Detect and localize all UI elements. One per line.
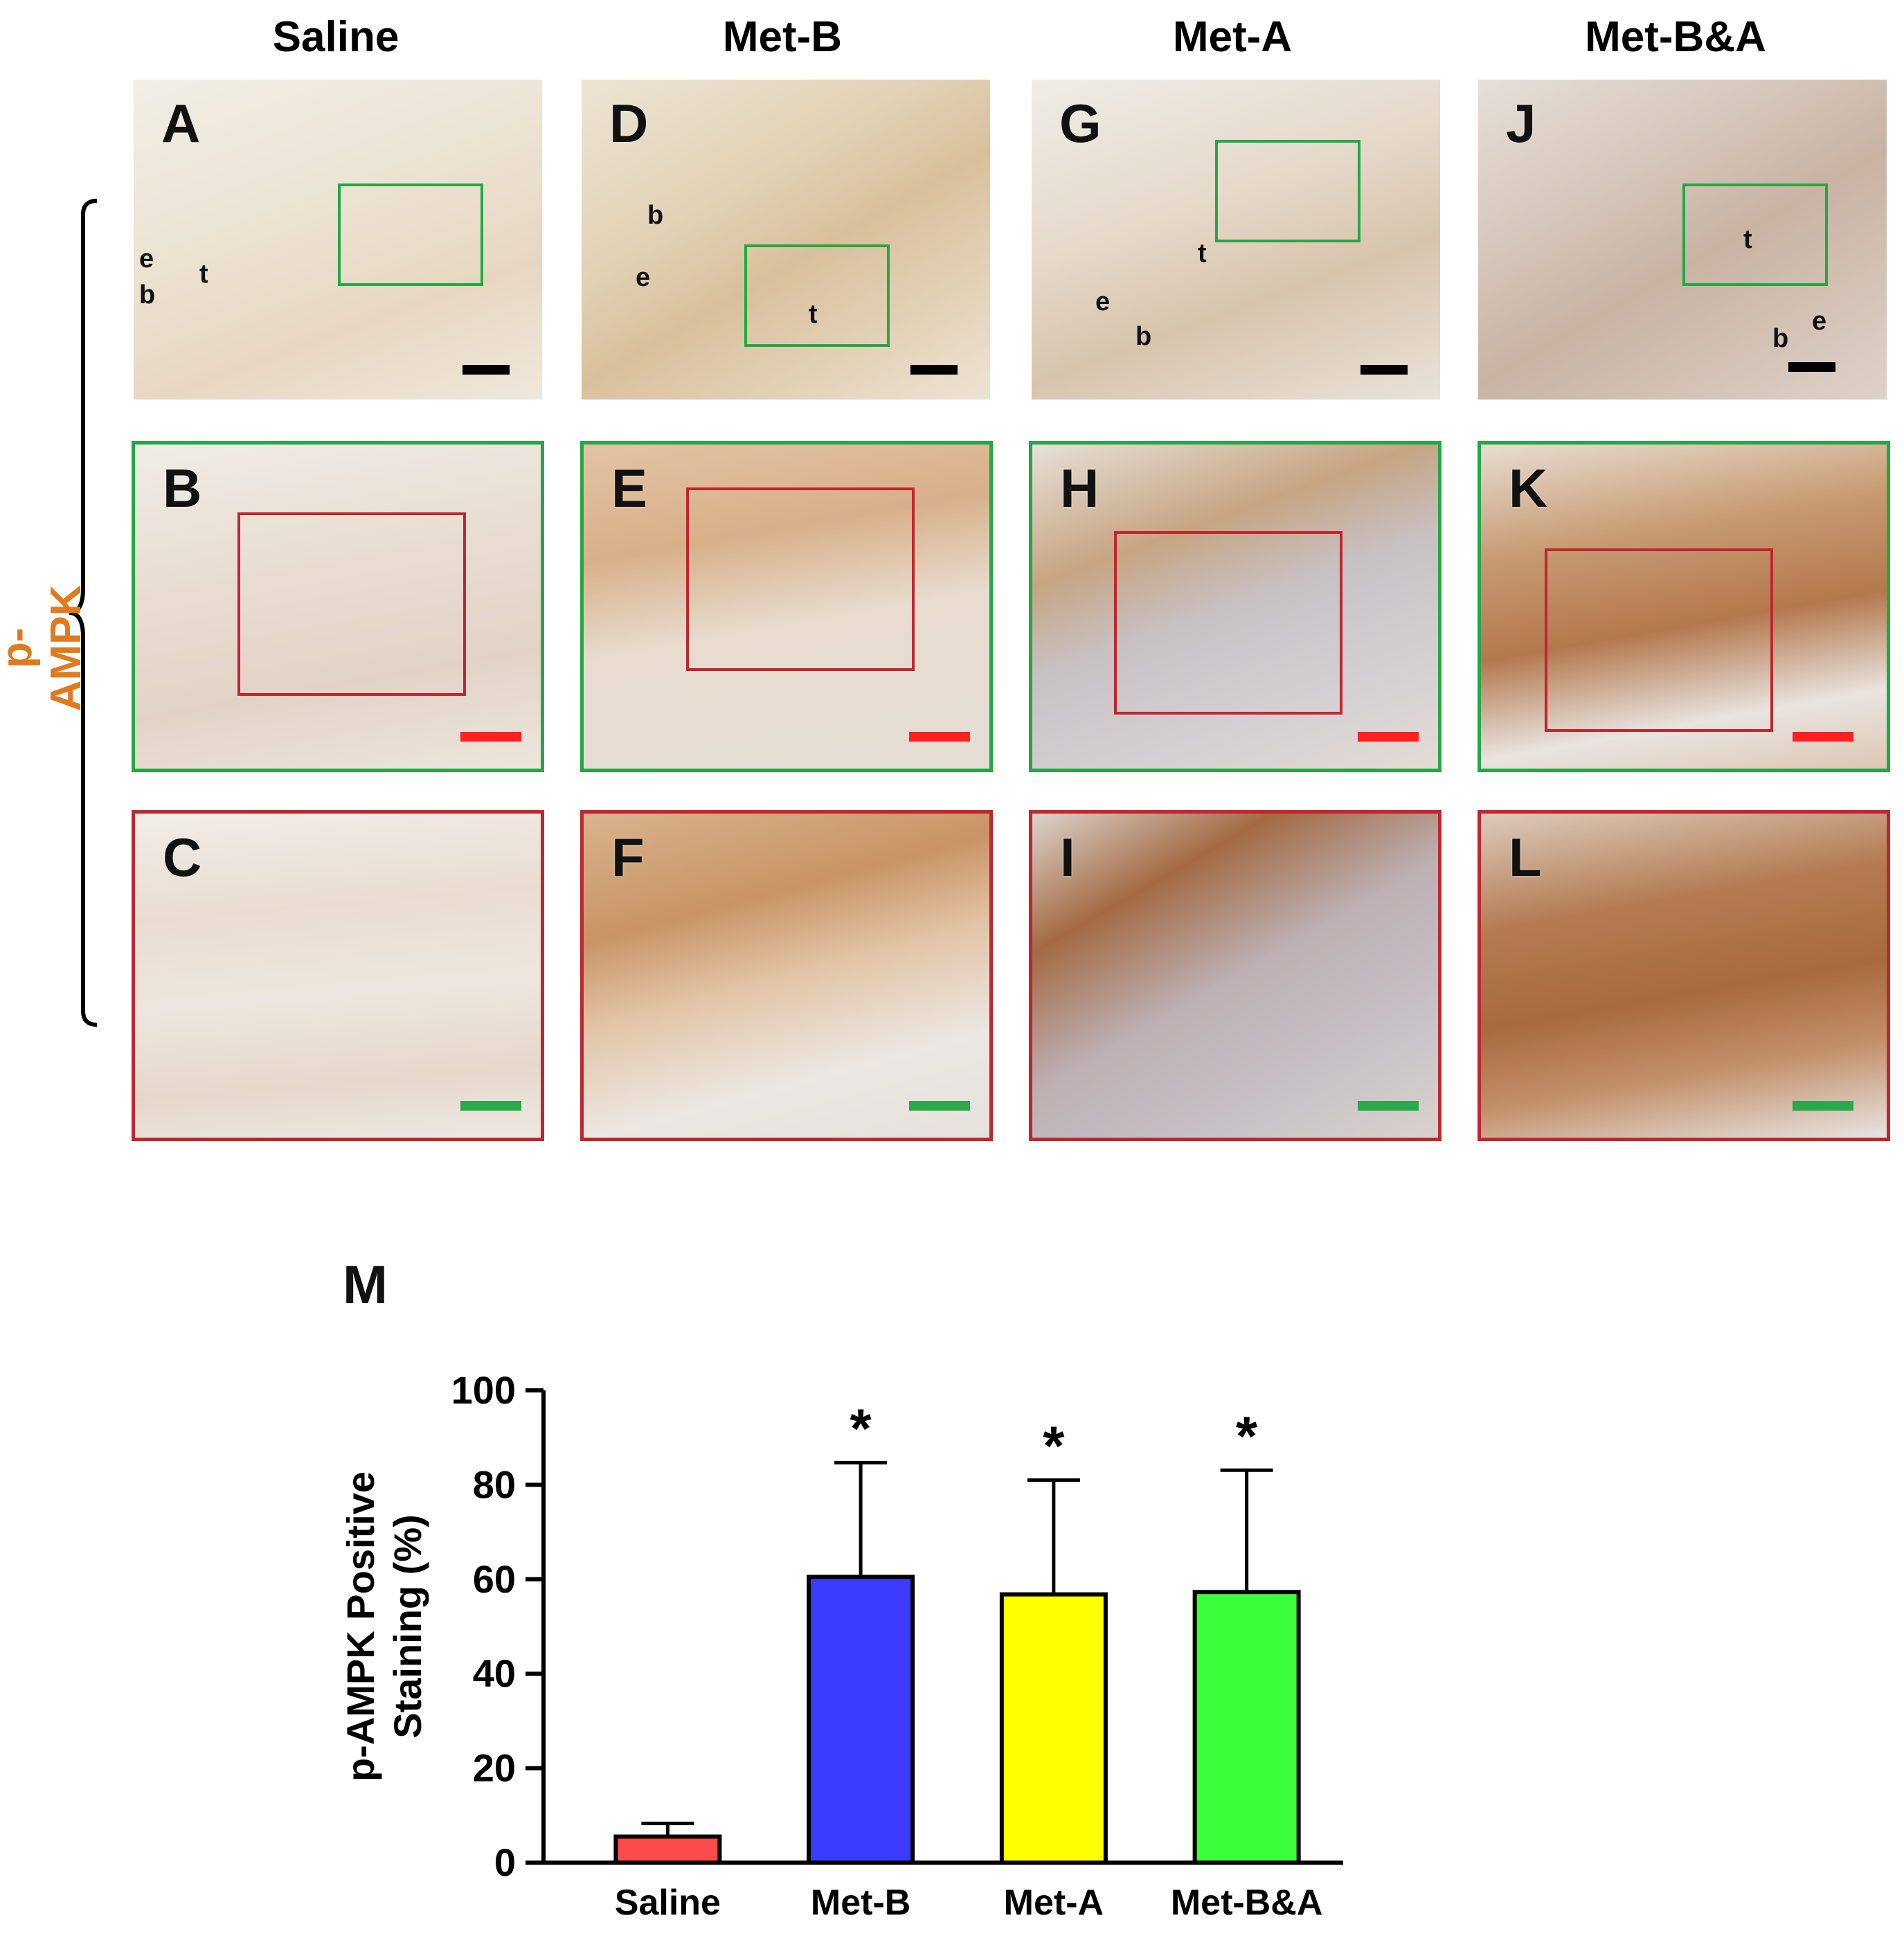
- panel-label: D: [609, 93, 649, 154]
- y-axis-label: p-AMPK Positive Staining (%): [346, 1471, 429, 1782]
- significance-marker: *: [1043, 1415, 1065, 1477]
- scale-bar: [1358, 732, 1419, 742]
- zoom-box-green: [338, 183, 483, 286]
- panel-label: E: [611, 458, 648, 519]
- zoom-box-green: [1682, 183, 1828, 286]
- scale-bar: [460, 1101, 521, 1111]
- zoom-box-red: [1545, 548, 1773, 732]
- panel-label: H: [1060, 458, 1099, 519]
- x-tick-label: Met-A: [1004, 1883, 1104, 1923]
- scale-bar: [910, 365, 958, 375]
- panel-label: G: [1059, 93, 1102, 154]
- scale-bar: [1360, 365, 1408, 375]
- y-tick-label: 0: [494, 1840, 516, 1884]
- panel-d: D b e t: [582, 80, 990, 400]
- panel-k: K: [1478, 441, 1890, 772]
- panel-f: F: [580, 810, 993, 1141]
- bar-chart: p-AMPK Positive Staining (%) 0 20 40 60 80 100…: [346, 1368, 1343, 1923]
- y-axis: 0 20 40 60 80 100: [451, 1368, 546, 1884]
- tissue-label-t: t: [1198, 239, 1207, 268]
- panel-label: B: [163, 458, 202, 519]
- row-bracket: [69, 199, 98, 1027]
- scale-bar: [909, 1101, 970, 1111]
- scale-bar: [1793, 1101, 1853, 1111]
- tissue-label-t: t: [1743, 225, 1752, 254]
- significance-marker: *: [850, 1397, 872, 1459]
- column-header-met-b: Met-B: [722, 13, 843, 61]
- scale-bar: [1358, 1101, 1419, 1111]
- tissue-label-b: b: [139, 280, 156, 310]
- panel-i: I: [1029, 810, 1442, 1141]
- bar: [999, 1592, 1108, 1865]
- panel-h: H: [1029, 441, 1442, 772]
- y-label-line: p-AMPK Positive: [346, 1471, 382, 1782]
- zoom-box-red: [237, 512, 466, 696]
- x-tick-label: Met-B&A: [1171, 1883, 1323, 1923]
- scale-bar: [909, 732, 970, 742]
- panel-a: A e b t: [134, 80, 542, 400]
- panel-label: L: [1509, 827, 1542, 888]
- tissue-label-t: t: [199, 260, 208, 289]
- zoom-box-red: [686, 487, 915, 671]
- scale-bar: [1793, 732, 1853, 742]
- x-tick-label: Saline: [615, 1883, 721, 1923]
- zoom-box-green: [1215, 140, 1360, 242]
- y-tick-label: 60: [473, 1557, 516, 1601]
- significance-marker: *: [1236, 1405, 1258, 1467]
- bars: * * *: [613, 1397, 1301, 1865]
- panel-g: G t e b: [1032, 80, 1440, 400]
- column-header-met-ba: Met-B&A: [1585, 13, 1766, 61]
- bar: [807, 1575, 915, 1865]
- x-tick-label: Met-B: [811, 1883, 910, 1923]
- panel-label: C: [163, 827, 202, 888]
- tissue-label-e: e: [1095, 287, 1111, 316]
- y-tick-label: 20: [473, 1746, 516, 1790]
- row-label-p-ampk: p-AMPK: [0, 584, 90, 712]
- panel-label: I: [1060, 827, 1075, 888]
- panel-c: C: [132, 810, 544, 1141]
- bar: [613, 1834, 722, 1865]
- zoom-box-red: [1114, 531, 1342, 715]
- y-tick-label: 100: [451, 1368, 516, 1412]
- y-label-line: Staining (%): [386, 1514, 429, 1739]
- y-tick-label: 40: [473, 1651, 516, 1695]
- tissue-label-t: t: [809, 300, 818, 329]
- tissue-label-b: b: [647, 201, 664, 230]
- tissue-label-e: e: [636, 263, 651, 292]
- scale-bar: [462, 365, 510, 375]
- panel-label: K: [1509, 458, 1548, 519]
- panel-e: E: [580, 441, 993, 772]
- panel-j: J t b e: [1478, 80, 1887, 400]
- scale-bar: [460, 732, 521, 742]
- zoom-box-green: [744, 244, 890, 347]
- panel-b: B: [132, 441, 544, 772]
- column-header-saline: Saline: [272, 13, 399, 61]
- tissue-label-b: b: [1135, 322, 1152, 351]
- panel-label: F: [611, 827, 645, 888]
- panel-l: L: [1478, 810, 1890, 1141]
- column-header-met-a: Met-A: [1172, 13, 1293, 61]
- panel-label: J: [1506, 93, 1536, 154]
- tissue-label-e: e: [139, 244, 154, 274]
- bar: [1192, 1590, 1301, 1865]
- panel-label-m: M: [343, 1254, 388, 1315]
- tissue-label-b: b: [1772, 324, 1789, 353]
- x-axis: Saline Met-B Met-A Met-B&A: [541, 1861, 1343, 1923]
- scale-bar: [1788, 362, 1835, 372]
- y-tick-label: 80: [473, 1462, 516, 1506]
- panel-label: A: [161, 93, 201, 154]
- tissue-label-e: e: [1812, 307, 1827, 336]
